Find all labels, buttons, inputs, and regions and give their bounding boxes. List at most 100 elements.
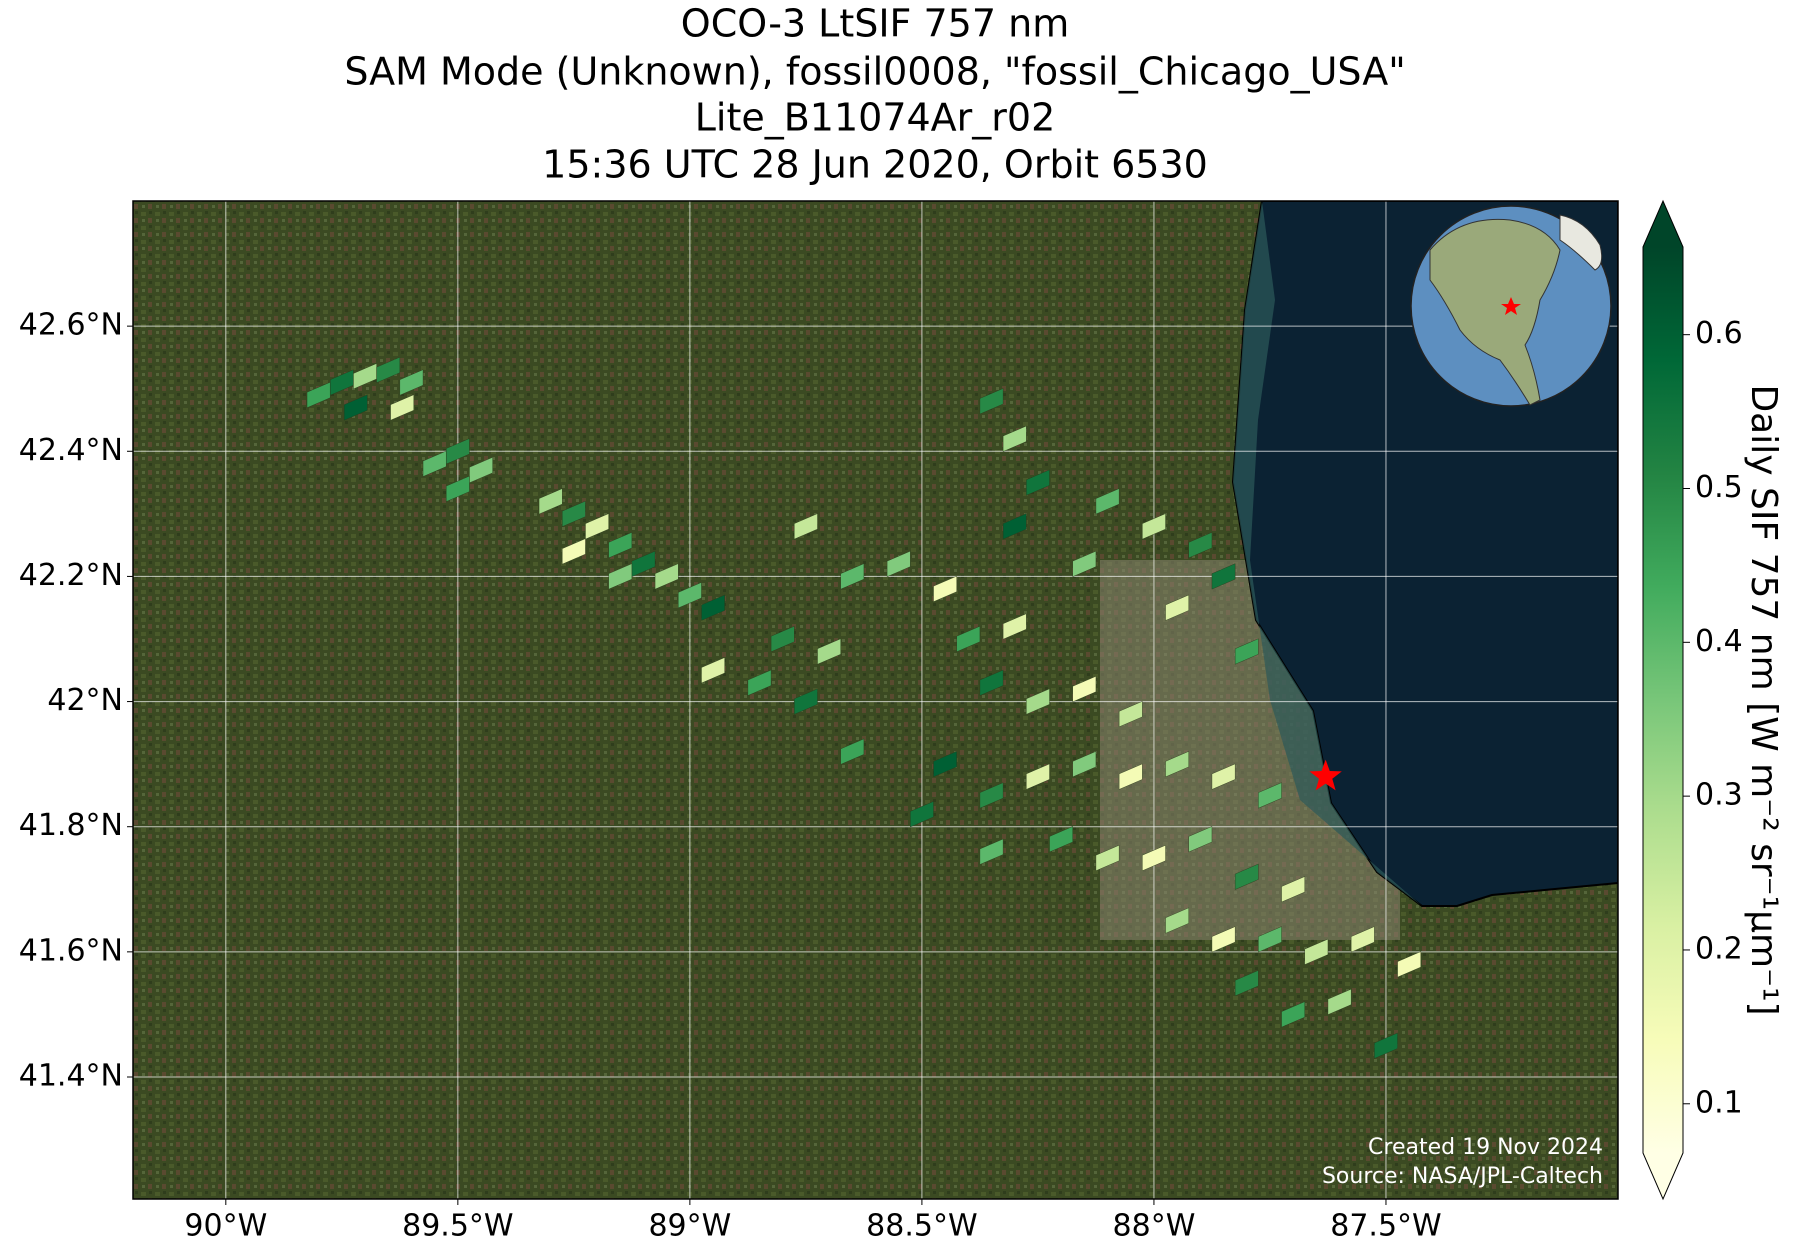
y-tick-label: 42.4°N	[19, 433, 123, 468]
sounding-cell	[747, 669, 772, 696]
sounding-cell	[979, 782, 1004, 809]
sounding-cell	[608, 532, 633, 559]
sounding-cell	[701, 657, 725, 684]
colorbar-tick-label: 0.2	[1695, 931, 1743, 966]
x-tick-label: 88.5°W	[866, 1209, 977, 1244]
globe-ice	[1559, 214, 1603, 271]
sounding-cell	[678, 582, 702, 609]
sounding-cell	[1188, 826, 1213, 853]
sounding-cell	[1072, 550, 1097, 577]
axes: 90°W 89.5°W 89°W 88.5°W 88°W 87.5°W 41.4°N 41.6…	[19, 308, 1442, 1244]
target-marker	[1309, 759, 1342, 791]
sounding-cell	[1165, 907, 1189, 934]
sounding-cell	[585, 513, 609, 540]
sounding-cell	[1327, 988, 1352, 1015]
chart-subtitle: Lite_B11074Ar_r02	[695, 96, 1056, 140]
sounding-cell	[446, 438, 470, 465]
sounding-cell	[422, 450, 447, 477]
title-block: OCO-3 LtSIF 757 nm SAM Mode (Unknown), f…	[344, 2, 1405, 187]
map-frame	[132, 200, 1619, 1200]
sounding-cell	[1211, 763, 1236, 790]
colorbar-extend-max	[1643, 201, 1683, 247]
sounding-cell	[794, 513, 818, 540]
sounding-cell	[1118, 763, 1143, 790]
sounding-cell	[446, 475, 470, 502]
sounding-cell	[1304, 938, 1329, 965]
sounding-cell	[794, 688, 818, 715]
sounding-cell	[1165, 594, 1189, 621]
y-tick-label: 41.6°N	[19, 933, 123, 968]
x-tick-label: 90°W	[184, 1209, 267, 1244]
sounding-cell	[399, 369, 424, 396]
sounding-cell	[770, 625, 795, 653]
sounding-cell	[376, 356, 401, 384]
credit: Source: NASA/JPL-Caltech	[1322, 1164, 1603, 1189]
sounding-cell	[1002, 425, 1027, 452]
sounding-cell	[1350, 926, 1375, 953]
x-tick-label: 88°W	[1113, 1209, 1196, 1244]
sounding-cell	[1281, 1001, 1305, 1028]
x-tick-label: 87.5°W	[1330, 1209, 1441, 1244]
sounding-cell	[1026, 763, 1050, 790]
sounding-cell	[817, 638, 841, 665]
globe-marker	[1501, 297, 1521, 315]
gridlines	[133, 201, 1618, 1199]
sounding-cell	[1281, 876, 1305, 903]
sounding-cell	[1072, 675, 1097, 703]
sounding-cell	[956, 625, 981, 653]
sounding-cell	[1026, 469, 1050, 496]
sounding-cell	[933, 751, 957, 778]
sounding-cell	[979, 838, 1004, 865]
colorbar-tick-label: 0.4	[1695, 624, 1743, 659]
sounding-cell	[933, 575, 957, 603]
y-tick-label: 41.4°N	[19, 1058, 123, 1093]
sounding-cell	[1002, 513, 1027, 540]
sounding-cell	[343, 394, 368, 421]
sounding-cell	[1002, 613, 1027, 640]
sounding-cell	[562, 538, 586, 565]
sounding-cell	[562, 500, 586, 527]
colorbar-body	[1643, 247, 1683, 1153]
colorbar-tick-label: 0.1	[1695, 1085, 1743, 1120]
sounding-cell	[1397, 951, 1421, 978]
sounding-cell	[1142, 513, 1166, 540]
y-tick-label: 42.6°N	[19, 308, 123, 343]
sounding-cell	[1188, 532, 1213, 559]
colorbar-tick-label: 0.5	[1695, 470, 1743, 505]
sounding-cell	[1118, 701, 1143, 728]
sounding-cell	[1234, 863, 1259, 890]
sounding-cell	[654, 563, 679, 590]
y-tick-label: 41.8°N	[19, 808, 123, 843]
globe-land	[1429, 218, 1561, 406]
chart-subtitle: 15:36 UTC 28 Jun 2020, Orbit 6530	[542, 143, 1208, 187]
lake-shallows	[1233, 201, 1422, 906]
sounding-cell	[1234, 970, 1259, 997]
sounding-cell	[979, 669, 1004, 696]
x-tick-label: 89.5°W	[402, 1209, 513, 1244]
sounding-cell	[1095, 488, 1120, 515]
chart-subtitle: SAM Mode (Unknown), fossil0008, "fossil_…	[344, 50, 1405, 94]
sounding-cell	[1142, 844, 1166, 872]
sounding-cell	[1258, 926, 1282, 953]
sounding-cell	[1211, 926, 1236, 953]
chart-title: OCO-3 LtSIF 757 nm	[681, 2, 1069, 46]
sounding-cell	[701, 594, 725, 621]
sounding-cell	[538, 488, 563, 515]
credit: Created 19 Nov 2024	[1368, 1135, 1603, 1160]
y-tick-label: 42°N	[47, 683, 123, 718]
sounding-cell	[608, 563, 633, 590]
sounding-cell	[840, 738, 865, 765]
x-tick-label: 89°W	[648, 1209, 731, 1244]
sounding-cell	[1234, 638, 1259, 665]
sounding-cell	[910, 801, 934, 828]
sounding-cell	[979, 388, 1004, 415]
sounding-cell	[1165, 751, 1189, 778]
sounding-cell	[1095, 844, 1120, 872]
colorbar-tick-label: 0.3	[1695, 778, 1743, 813]
map-area: Created 19 Nov 2024 Source: NASA/JPL-Cal…	[133, 201, 1618, 1199]
colorbar-extend-min	[1643, 1153, 1683, 1199]
soundings	[306, 356, 1421, 1059]
colorbar-tick-label: 0.6	[1695, 316, 1743, 351]
